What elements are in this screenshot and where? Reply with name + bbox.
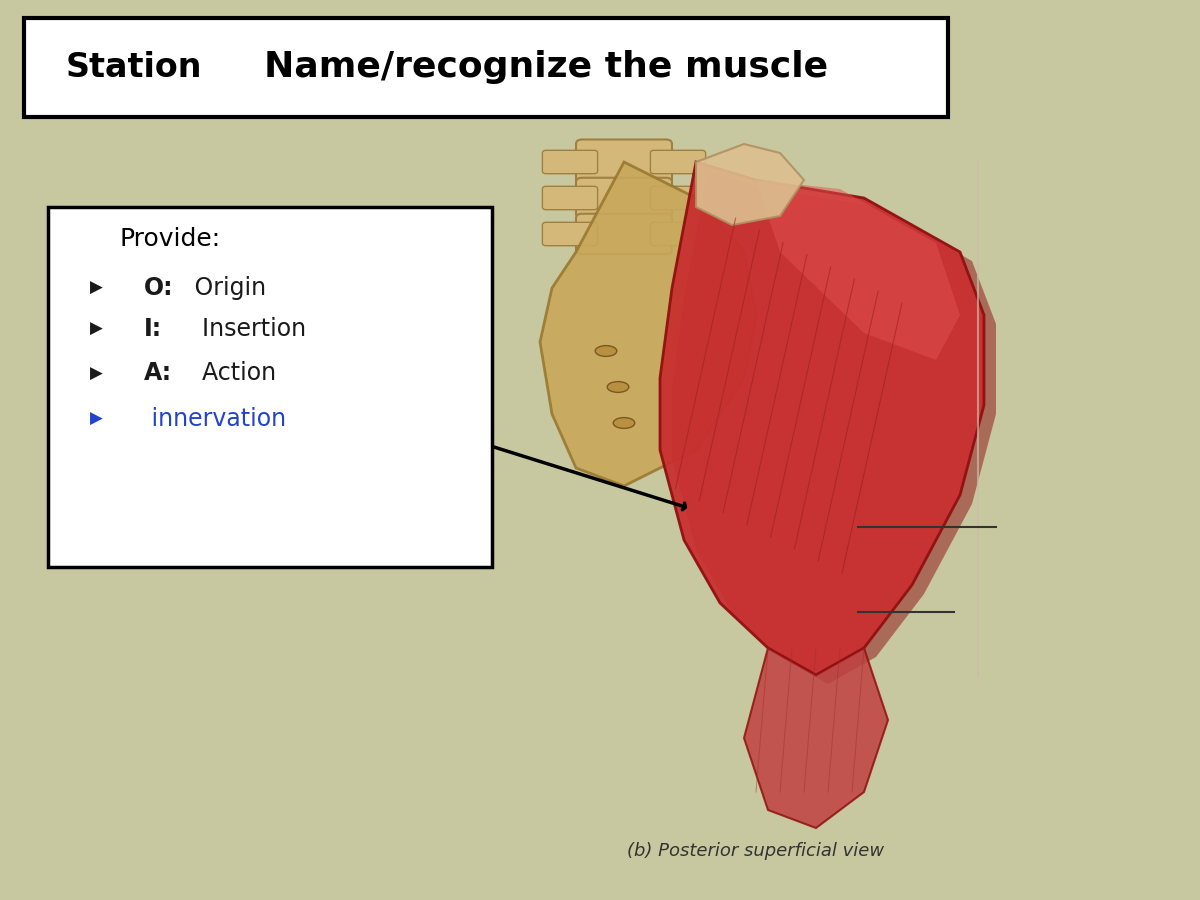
Text: Insertion: Insertion [187,317,306,340]
FancyBboxPatch shape [576,213,672,254]
Text: Station: Station [66,51,203,84]
FancyBboxPatch shape [542,222,598,246]
Ellipse shape [613,418,635,428]
FancyBboxPatch shape [650,222,706,246]
Polygon shape [744,648,888,828]
Text: I:: I: [144,317,162,340]
FancyBboxPatch shape [24,18,948,117]
Polygon shape [660,162,984,675]
FancyBboxPatch shape [650,186,706,210]
Text: Provide:: Provide: [120,227,221,250]
FancyBboxPatch shape [576,140,672,184]
FancyBboxPatch shape [650,150,706,174]
Ellipse shape [607,382,629,392]
Text: Origin: Origin [187,276,266,300]
PathPatch shape [756,180,960,360]
Text: O:: O: [144,276,174,300]
Polygon shape [540,162,756,486]
Text: ▶: ▶ [90,279,103,297]
Polygon shape [696,144,804,225]
FancyBboxPatch shape [542,186,598,210]
Polygon shape [672,171,996,684]
Text: innervation: innervation [144,407,286,430]
Ellipse shape [595,346,617,356]
FancyBboxPatch shape [48,207,492,567]
Text: Action: Action [187,362,276,385]
Text: A:: A: [144,362,172,385]
Text: Name/recognize the muscle: Name/recognize the muscle [264,50,828,85]
Text: (b) Posterior superficial view: (b) Posterior superficial view [628,842,884,859]
FancyBboxPatch shape [576,177,672,219]
Text: ▶: ▶ [90,320,103,338]
FancyBboxPatch shape [542,150,598,174]
Text: ▶: ▶ [90,364,103,382]
Text: ▶: ▶ [90,410,103,427]
